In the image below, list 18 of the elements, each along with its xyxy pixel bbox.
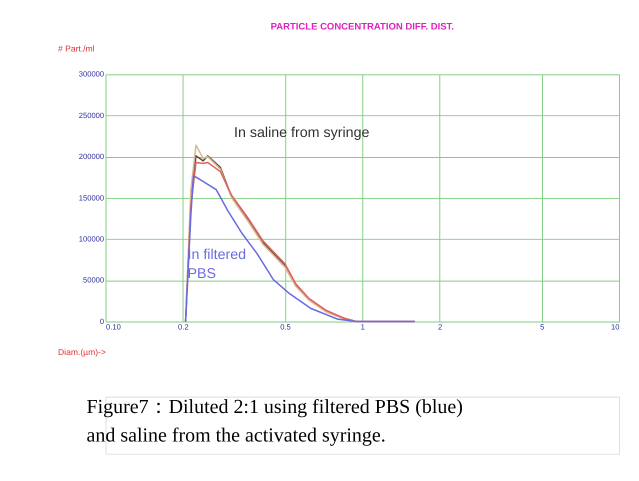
y-tick-label: 0 (100, 316, 104, 326)
y-tick-label: 100000 (78, 234, 104, 244)
x-tick-label: 0.5 (280, 322, 291, 332)
x-tick-label: 0.10 (106, 322, 121, 332)
x-axis-title: Diam.(µm)-> (58, 346, 106, 357)
y-tick-label: 50000 (83, 276, 104, 285)
y-tick-label: 200000 (78, 152, 104, 162)
x-tick-label: 2 (438, 322, 442, 332)
x-tick-label: 5 (540, 322, 544, 332)
y-tick-label: 250000 (78, 110, 104, 120)
x-tick-label: 0.2 (178, 322, 189, 332)
y-tick-label: 300000 (78, 70, 104, 79)
y-axis-title: # Part./ml (58, 44, 95, 54)
x-tick-label: 1 (360, 322, 365, 332)
y-tick-label: 150000 (78, 193, 104, 202)
x-tick-label: 10 (611, 322, 620, 332)
chart-title: PARTICLE CONCENTRATION DIFF. DIST. (270, 22, 454, 33)
caption: Figure7：Diluted 2:1 using filtered PBS (blue) and saline from the activated syringe. (86, 396, 463, 446)
